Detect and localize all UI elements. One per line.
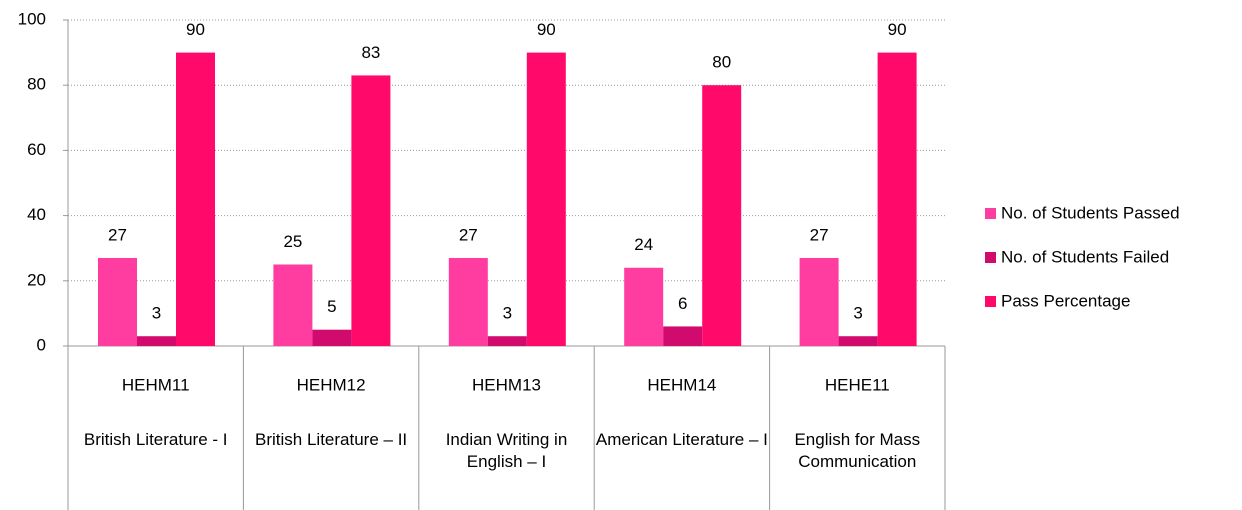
legend-label: No. of Students Passed [1001, 203, 1180, 222]
data-label: 27 [108, 225, 127, 244]
legend-label: Pass Percentage [1001, 291, 1130, 310]
y-tick-label: 100 [18, 9, 46, 28]
x-tick-label: HEHM14 [647, 375, 716, 394]
bar [137, 336, 176, 346]
bar [838, 336, 878, 346]
data-label: 27 [459, 225, 478, 244]
data-label: 90 [888, 20, 907, 39]
x-subcategory-label: British Literature – II [255, 430, 408, 449]
x-subcategory-label: English for Mass Communication [794, 430, 921, 471]
x-subcategory-text: American Literature – I [595, 430, 768, 449]
x-subcategory-text: British Literature - I [83, 430, 228, 449]
data-label: 3 [152, 304, 161, 323]
x-subcategory-text: British Literature – II [255, 430, 408, 449]
data-label: 24 [634, 235, 653, 254]
bar [312, 329, 352, 346]
x-tick-label: HEHM12 [297, 375, 366, 394]
legend-label: No. of Students Failed [1001, 247, 1169, 266]
bar [663, 326, 703, 346]
data-label: 90 [537, 20, 556, 39]
x-subcategory-label: Indian Writing in English – I [445, 430, 568, 471]
bar [799, 257, 839, 346]
y-tick-label: 40 [27, 205, 46, 224]
x-tick-label: HEHM11 [122, 375, 190, 394]
bar [526, 52, 566, 346]
y-tick-label: 0 [37, 335, 46, 354]
bar [702, 85, 742, 346]
x-subcategory-text: English for Mass Communication [794, 430, 921, 471]
legend-swatch [985, 208, 996, 219]
bar [351, 75, 391, 347]
data-label: 6 [678, 294, 687, 313]
x-subcategory-label: American Literature – I [595, 430, 768, 449]
data-label: 3 [853, 304, 862, 323]
bar [624, 267, 664, 346]
bar [487, 336, 527, 346]
bar [176, 52, 215, 346]
x-subcategory-text: Indian Writing in English – I [445, 430, 568, 471]
legend-swatch [985, 252, 996, 263]
x-tick-label: HEHM13 [472, 375, 541, 394]
data-label: 3 [503, 304, 512, 323]
data-label: 5 [327, 297, 336, 316]
bar [98, 257, 137, 346]
bar [273, 264, 313, 346]
data-label: 90 [186, 20, 205, 39]
y-tick-label: 20 [27, 270, 46, 289]
y-tick-label: 60 [27, 140, 46, 159]
x-tick-label: HEHE11 [825, 375, 890, 394]
y-tick-label: 80 [27, 75, 46, 94]
data-label: 27 [810, 225, 829, 244]
data-label: 83 [361, 43, 380, 62]
data-label: 80 [712, 53, 731, 72]
x-subcategory-label: British Literature - I [83, 430, 228, 449]
bar [877, 52, 917, 346]
bar [448, 257, 488, 346]
legend-swatch [985, 296, 996, 307]
data-label: 25 [283, 232, 302, 251]
